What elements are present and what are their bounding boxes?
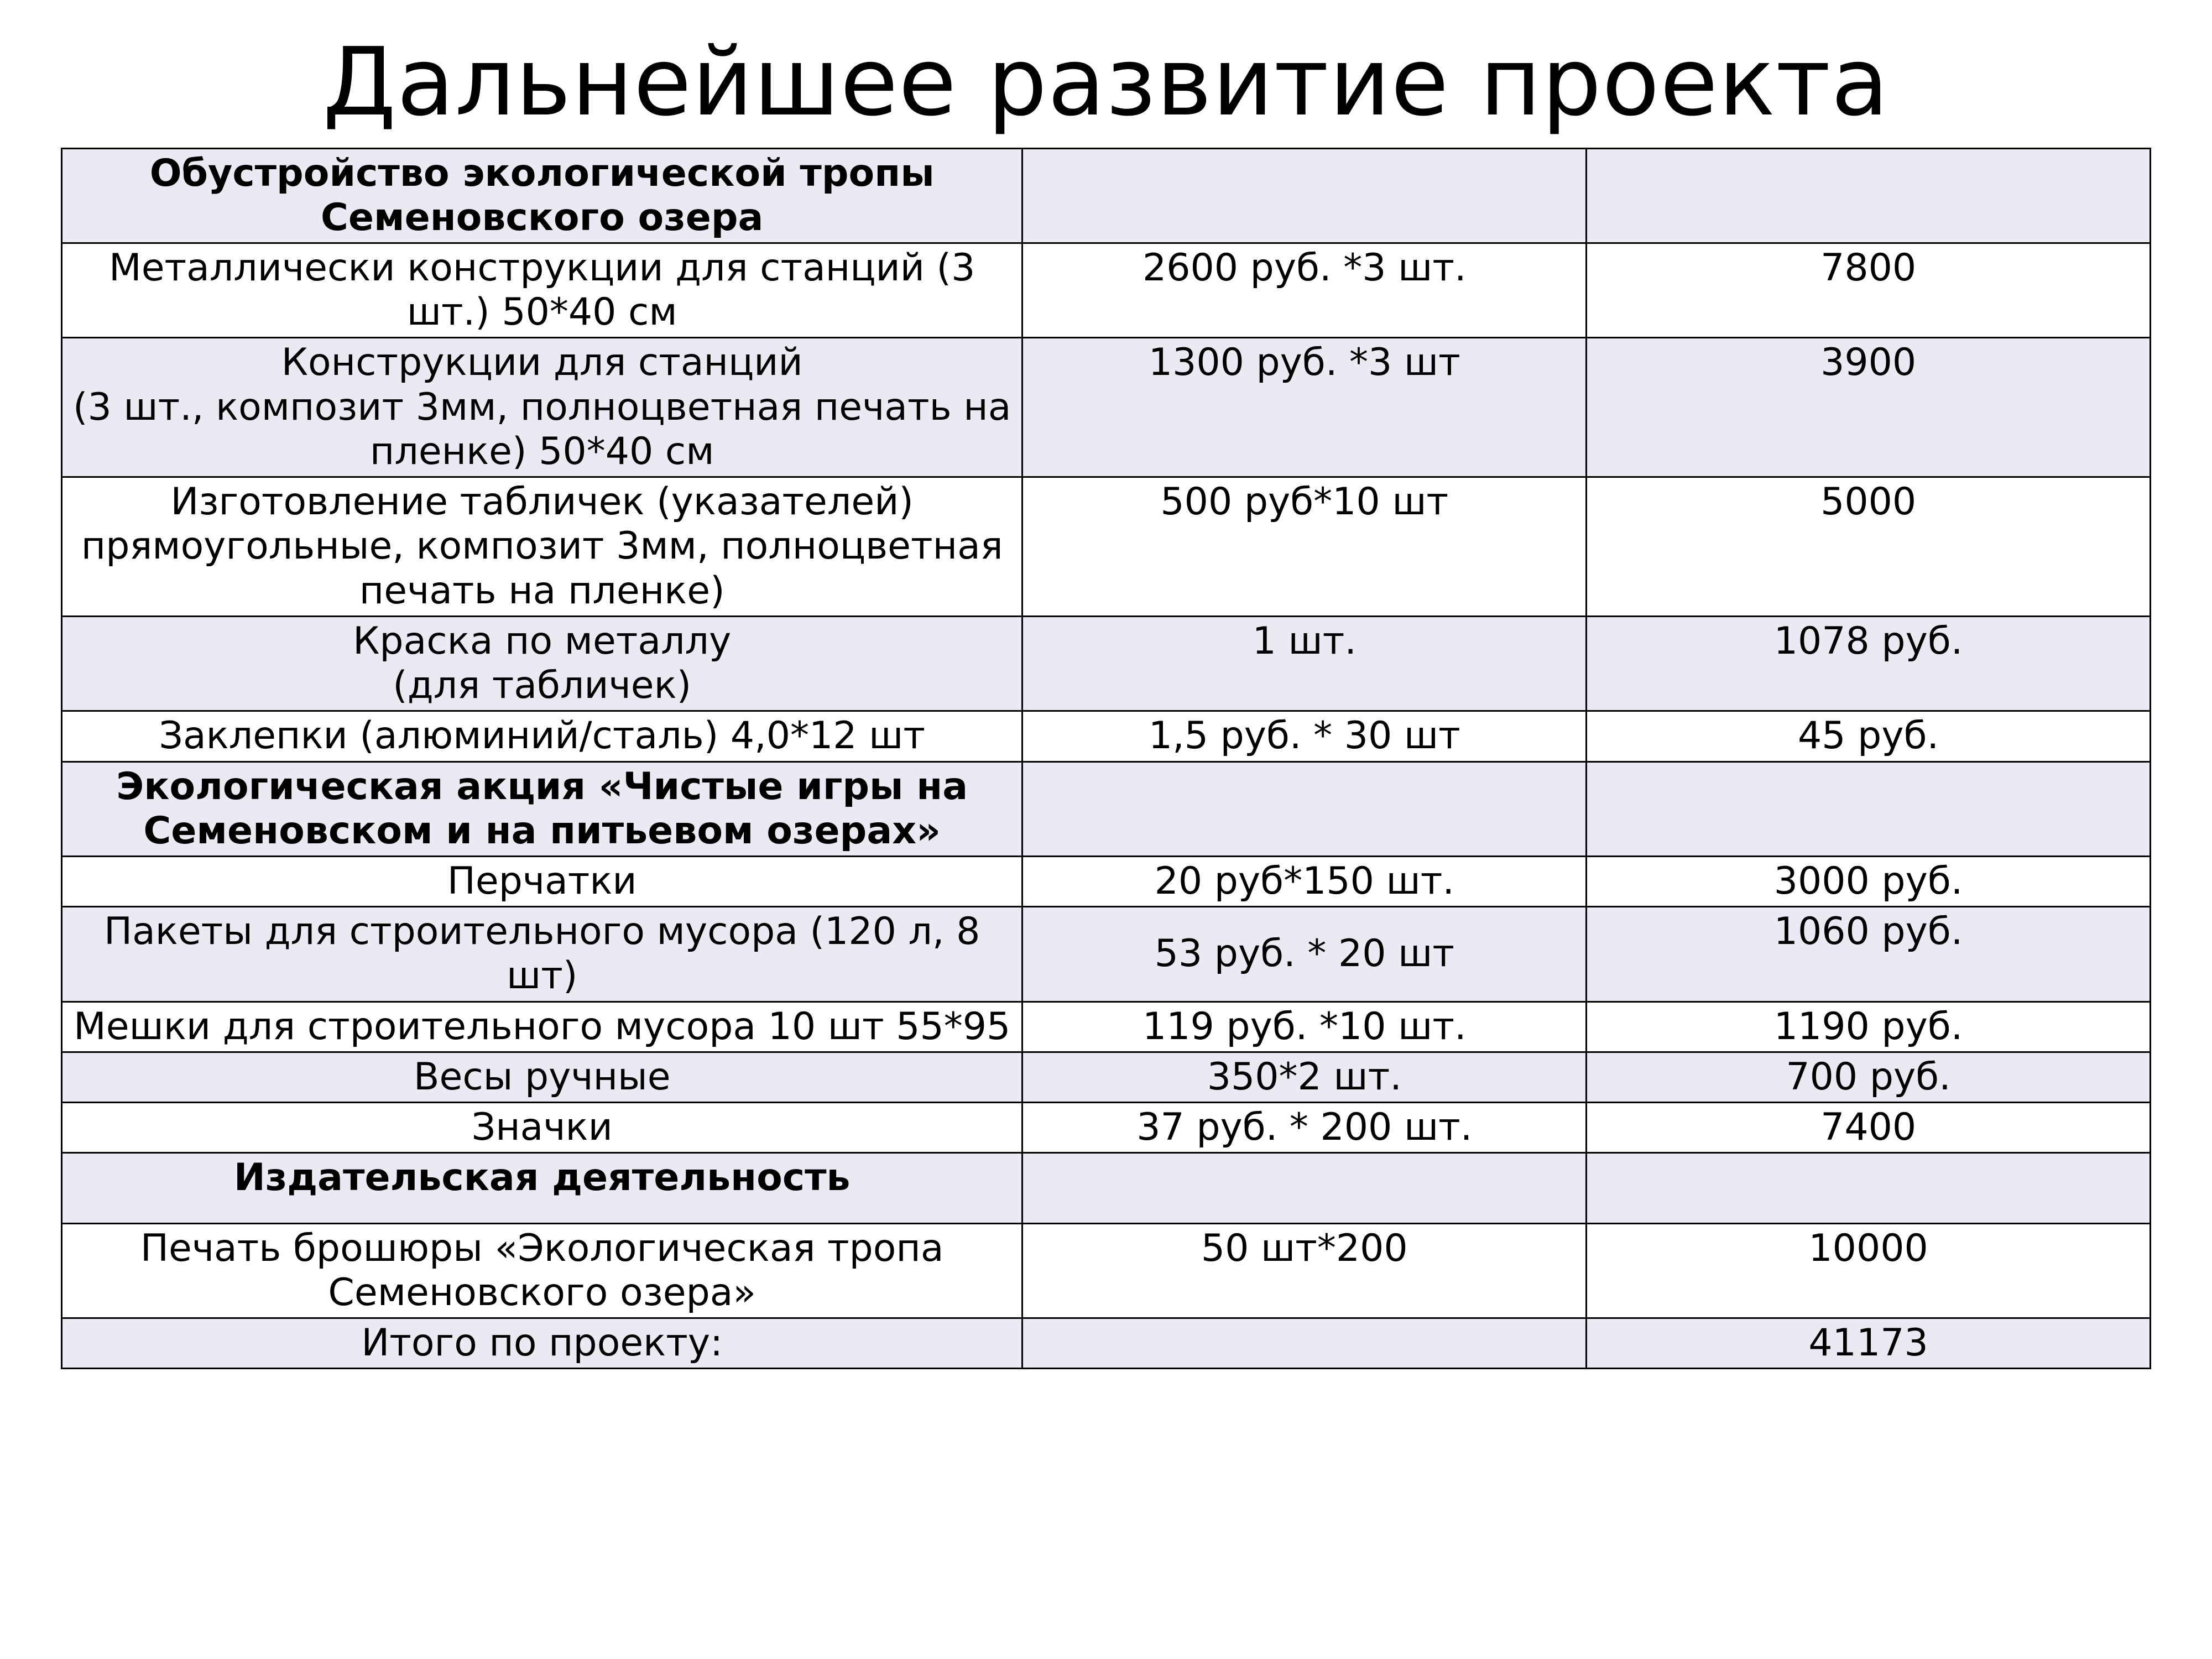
table-cell: 700 руб. [1587,1052,2151,1102]
table-row: Значки37 руб. * 200 шт.7400 [62,1103,2151,1153]
table-cell: Экологическая акция «Чистые игры на Семе… [62,761,1022,856]
table-cell: Краска по металлу(для табличек) [62,616,1022,711]
table-cell: Обустройство экологической тропы Семенов… [62,148,1022,243]
table-cell: 350*2 шт. [1022,1052,1587,1102]
slide-page: Дальнейшее развитие проекта Обустройство… [0,0,2212,1659]
table-cell [1587,761,2151,856]
table-row: Металлически конструкции для станций (3 … [62,243,2151,337]
table-cell: 1060 руб. [1587,907,2151,1001]
table-cell: Перчатки [62,857,1022,907]
table-row: Весы ручные350*2 шт.700 руб. [62,1052,2151,1102]
table-cell: 3900 [1587,338,2151,477]
table-cell: Мешки для строительного мусора 10 шт 55*… [62,1001,1022,1052]
table-cell: Значки [62,1103,1022,1153]
table-cell: 1300 руб. *3 шт [1022,338,1587,477]
table-cell: Металлически конструкции для станций (3 … [62,243,1022,337]
table-row: Мешки для строительного мусора 10 шт 55*… [62,1001,2151,1052]
table-cell: 2600 руб. *3 шт. [1022,243,1587,337]
table-cell: 500 руб*10 шт [1022,477,1587,617]
table-row: Экологическая акция «Чистые игры на Семе… [62,761,2151,856]
table-cell: 7800 [1587,243,2151,337]
table-cell: 3000 руб. [1587,857,2151,907]
table-cell: Конструкции для станций(3 шт., композит … [62,338,1022,477]
table-row: Изготовление табличек (указателей) прямо… [62,477,2151,617]
table-row: Пакеты для строительного мусора (120 л, … [62,907,2151,1001]
table-row: Итого по проекту: 41173 [62,1318,2151,1369]
page-title: Дальнейшее развитие проекта [61,33,2151,132]
table-row: Конструкции для станций(3 шт., композит … [62,338,2151,477]
table-cell: 10000 [1587,1223,2151,1318]
table-cell: 37 руб. * 200 шт. [1022,1103,1587,1153]
table-row: Печать брошюры «Экологическая тропа Семе… [62,1223,2151,1318]
table-cell: Издательская деятельность [62,1153,1022,1223]
table-cell: 20 руб*150 шт. [1022,857,1587,907]
table-cell: 41173 [1587,1318,2151,1369]
table-cell: 53 руб. * 20 шт [1022,907,1587,1001]
table-row: Обустройство экологической тропы Семенов… [62,148,2151,243]
table-cell [1022,761,1587,856]
table-cell: 1 шт. [1022,616,1587,711]
table-cell: 1078 руб. [1587,616,2151,711]
table-cell: 45 руб. [1587,711,2151,761]
budget-table: Обустройство экологической тропы Семенов… [61,148,2151,1370]
table-cell: Заклепки (алюминий/сталь) 4,0*12 шт [62,711,1022,761]
table-cell: Итого по проекту: [62,1318,1022,1369]
table-cell [1587,1153,2151,1223]
budget-table-body: Обустройство экологической тропы Семенов… [62,148,2151,1369]
table-cell: Изготовление табличек (указателей) прямо… [62,477,1022,617]
table-cell: Пакеты для строительного мусора (120 л, … [62,907,1022,1001]
table-row: Заклепки (алюминий/сталь) 4,0*12 шт1,5 р… [62,711,2151,761]
table-cell [1587,148,2151,243]
table-cell: Весы ручные [62,1052,1022,1102]
table-cell: 50 шт*200 [1022,1223,1587,1318]
table-cell: 1,5 руб. * 30 шт [1022,711,1587,761]
table-row: Перчатки20 руб*150 шт.3000 руб. [62,857,2151,907]
table-cell [1022,148,1587,243]
table-row: Краска по металлу(для табличек)1 шт.1078… [62,616,2151,711]
table-cell: 7400 [1587,1103,2151,1153]
table-cell: Печать брошюры «Экологическая тропа Семе… [62,1223,1022,1318]
table-cell: 1190 руб. [1587,1001,2151,1052]
table-row: Издательская деятельность [62,1153,2151,1223]
table-cell [1022,1153,1587,1223]
table-cell [1022,1318,1587,1369]
table-cell: 5000 [1587,477,2151,617]
table-cell: 119 руб. *10 шт. [1022,1001,1587,1052]
